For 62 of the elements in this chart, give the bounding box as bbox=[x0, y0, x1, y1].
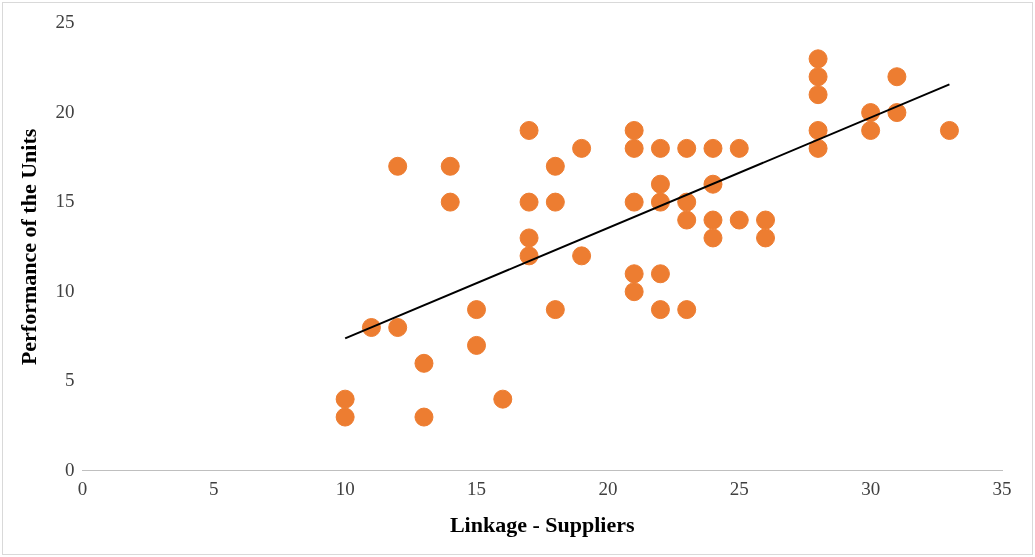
point bbox=[677, 192, 697, 212]
y-tick-label: 0 bbox=[64, 458, 75, 480]
point bbox=[703, 210, 723, 230]
y-tick-label: 25 bbox=[55, 10, 75, 32]
point bbox=[545, 300, 565, 320]
point bbox=[624, 138, 644, 158]
point bbox=[703, 138, 723, 158]
y-tick-label: 5 bbox=[64, 369, 75, 391]
point bbox=[650, 138, 670, 158]
point bbox=[335, 389, 355, 409]
point bbox=[624, 192, 644, 212]
point bbox=[440, 156, 460, 176]
point bbox=[467, 300, 487, 320]
y-tick-label: 15 bbox=[55, 190, 75, 212]
point bbox=[493, 389, 513, 409]
point bbox=[467, 335, 487, 355]
point bbox=[624, 282, 644, 302]
point bbox=[624, 120, 644, 140]
point bbox=[808, 85, 828, 105]
point bbox=[650, 174, 670, 194]
point bbox=[624, 264, 644, 284]
x-tick-label: 10 bbox=[335, 478, 355, 500]
point bbox=[335, 407, 355, 427]
point bbox=[519, 120, 539, 140]
point bbox=[808, 67, 828, 87]
point bbox=[414, 353, 434, 373]
point bbox=[703, 228, 723, 248]
point bbox=[729, 210, 749, 230]
point bbox=[756, 228, 776, 248]
point bbox=[414, 407, 434, 427]
point bbox=[939, 120, 959, 140]
point bbox=[545, 156, 565, 176]
point bbox=[729, 138, 749, 158]
point bbox=[650, 264, 670, 284]
point bbox=[677, 210, 697, 230]
point bbox=[519, 228, 539, 248]
x-axis-title: Linkage - Suppliers bbox=[449, 512, 635, 538]
point bbox=[677, 300, 697, 320]
point bbox=[572, 246, 592, 266]
point bbox=[808, 49, 828, 69]
x-tick-label: 20 bbox=[598, 478, 618, 500]
point bbox=[388, 156, 408, 176]
x-tick-label: 5 bbox=[209, 478, 219, 500]
point bbox=[440, 192, 460, 212]
y-axis-title: Performance of the Units bbox=[15, 128, 41, 366]
x-tick-label: 30 bbox=[861, 478, 881, 500]
y-tick-label: 20 bbox=[55, 100, 75, 122]
point bbox=[861, 120, 881, 140]
x-tick-label: 25 bbox=[729, 478, 749, 500]
point bbox=[887, 67, 907, 87]
point bbox=[572, 138, 592, 158]
point bbox=[756, 210, 776, 230]
point bbox=[808, 120, 828, 140]
x-tick-label: 35 bbox=[992, 478, 1012, 500]
x-tick-label: 15 bbox=[467, 478, 487, 500]
y-tick-label: 10 bbox=[55, 279, 75, 301]
point bbox=[677, 138, 697, 158]
point bbox=[808, 138, 828, 158]
point bbox=[519, 192, 539, 212]
point bbox=[388, 318, 408, 337]
point bbox=[545, 192, 565, 212]
point bbox=[650, 300, 670, 320]
